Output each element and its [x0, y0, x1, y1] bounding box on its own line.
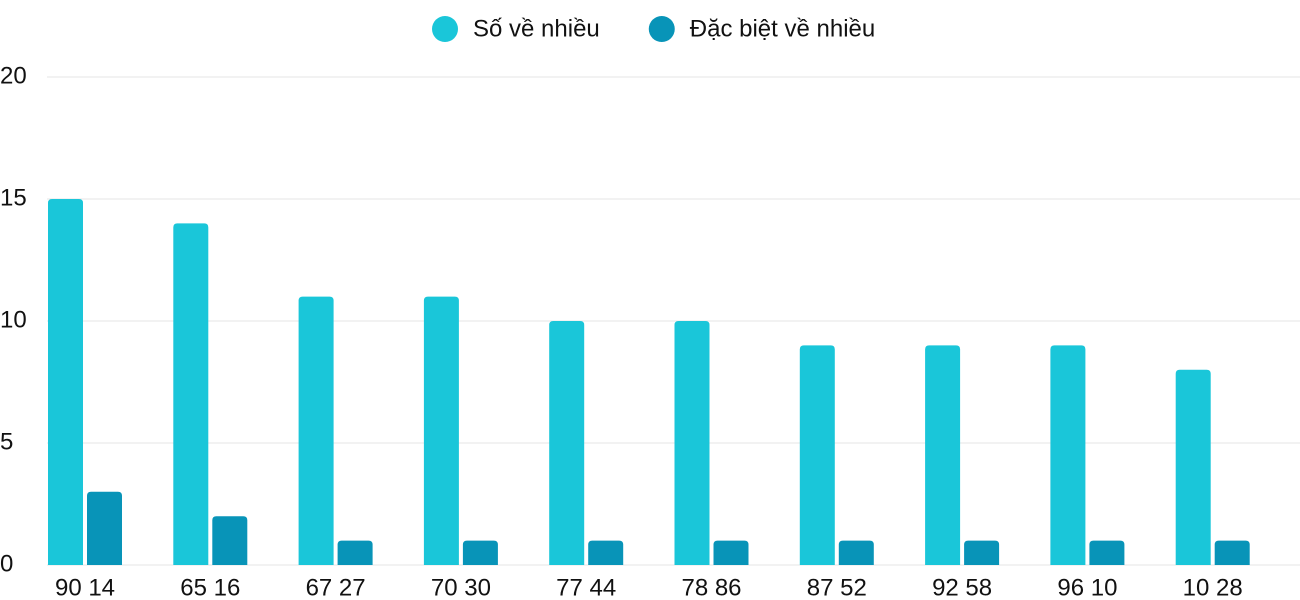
bar — [462, 540, 498, 565]
bar — [423, 296, 459, 565]
bar — [87, 491, 122, 565]
bar — [838, 540, 874, 565]
x-tick-label: 96 10 — [1057, 574, 1117, 600]
legend-label: Số về nhiều — [473, 15, 600, 42]
x-tick-label: 92 58 — [932, 574, 992, 600]
y-tick-label: 0 — [0, 550, 13, 577]
bar — [48, 199, 83, 565]
bar — [964, 540, 1000, 565]
x-tick-label: 70 30 — [431, 574, 491, 600]
x-tick-label: 65 16 — [180, 574, 240, 600]
x-tick-label: 67 27 — [306, 574, 366, 600]
bar — [173, 223, 209, 565]
bar — [713, 540, 749, 565]
bar — [588, 540, 624, 565]
y-tick-label: 5 — [0, 428, 13, 455]
bar — [1214, 540, 1250, 565]
x-tick-label: 78 86 — [681, 574, 741, 600]
bar — [799, 345, 835, 565]
bar — [298, 296, 334, 565]
x-tick-label: 87 52 — [807, 574, 867, 600]
bar — [337, 540, 373, 565]
legend-label: Đặc biệt về nhiều — [690, 15, 875, 42]
bar — [212, 516, 248, 565]
y-tick-label: 20 — [0, 62, 27, 89]
x-tick-label: 10 28 — [1183, 574, 1243, 600]
bar — [1089, 540, 1125, 565]
bar — [674, 321, 710, 565]
x-tick-label: 90 14 — [55, 574, 115, 600]
bar — [925, 345, 961, 565]
y-tick-label: 10 — [0, 306, 27, 333]
legend-swatch — [648, 16, 675, 42]
legend-swatch — [432, 16, 458, 42]
y-tick-label: 15 — [0, 184, 27, 211]
bar — [1050, 345, 1086, 565]
bar — [549, 321, 585, 565]
bar — [1175, 369, 1211, 565]
x-tick-label: 77 44 — [556, 574, 616, 600]
